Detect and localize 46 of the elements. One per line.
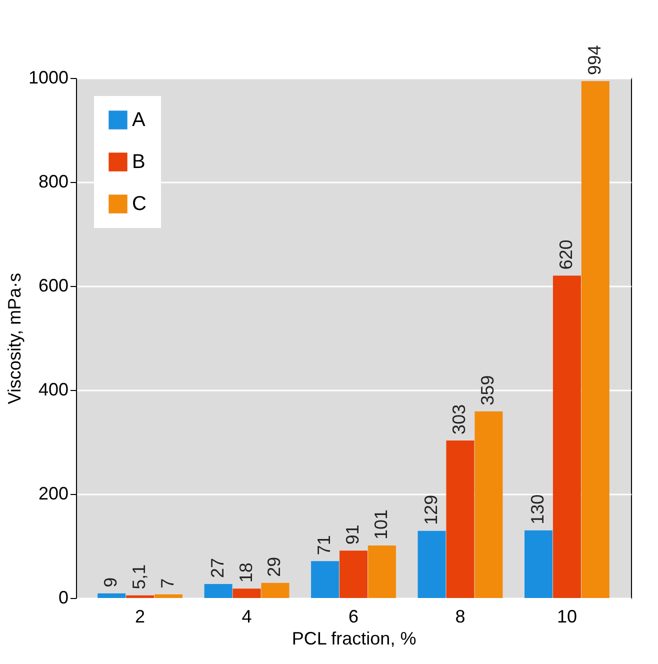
data-label: 7 [158, 578, 178, 588]
data-label: 91 [342, 524, 362, 545]
data-label: 101 [370, 509, 391, 540]
x-tick-label: 8 [455, 606, 466, 626]
bar [418, 530, 446, 598]
y-tick-label: 0 [58, 588, 68, 608]
y-tick-label: 200 [38, 484, 68, 504]
data-label: 129 [420, 494, 441, 525]
data-label: 994 [584, 45, 604, 76]
bar [204, 584, 232, 598]
y-tick-label: 400 [38, 380, 68, 400]
data-label: 29 [264, 556, 284, 577]
bar [232, 588, 261, 598]
bar [340, 550, 368, 598]
bar [474, 411, 503, 598]
data-label: 130 [528, 494, 548, 524]
bar [581, 81, 610, 598]
data-label: 303 [449, 404, 470, 434]
legend-label: B [132, 151, 146, 173]
y-axis-title: Viscosity, mPa·s [4, 272, 24, 404]
x-tick-label: 10 [556, 606, 577, 626]
data-label: 27 [207, 558, 228, 578]
bar [368, 545, 396, 598]
legend-label: C [132, 193, 146, 215]
data-label: 9 [100, 577, 121, 588]
y-tick-label: 800 [38, 172, 68, 192]
bar [311, 561, 340, 598]
x-axis-title: PCL fraction, % [292, 628, 416, 648]
legend-label: A [132, 109, 146, 131]
data-label: 18 [236, 562, 256, 583]
bar [154, 594, 182, 598]
x-tick-label: 4 [242, 606, 252, 626]
data-label: 359 [478, 375, 498, 406]
y-tick-label: 1000 [28, 68, 68, 88]
x-tick-label: 6 [348, 606, 359, 626]
bar [552, 276, 581, 598]
bar [261, 582, 290, 598]
data-label: 5,1 [129, 564, 150, 590]
data-label: 71 [314, 535, 334, 556]
x-tick-label: 2 [135, 606, 146, 626]
bar [126, 595, 154, 598]
bar [446, 440, 474, 598]
bar [98, 593, 126, 598]
bar [524, 530, 552, 598]
y-tick-label: 600 [38, 276, 68, 296]
data-label: 620 [556, 240, 576, 270]
